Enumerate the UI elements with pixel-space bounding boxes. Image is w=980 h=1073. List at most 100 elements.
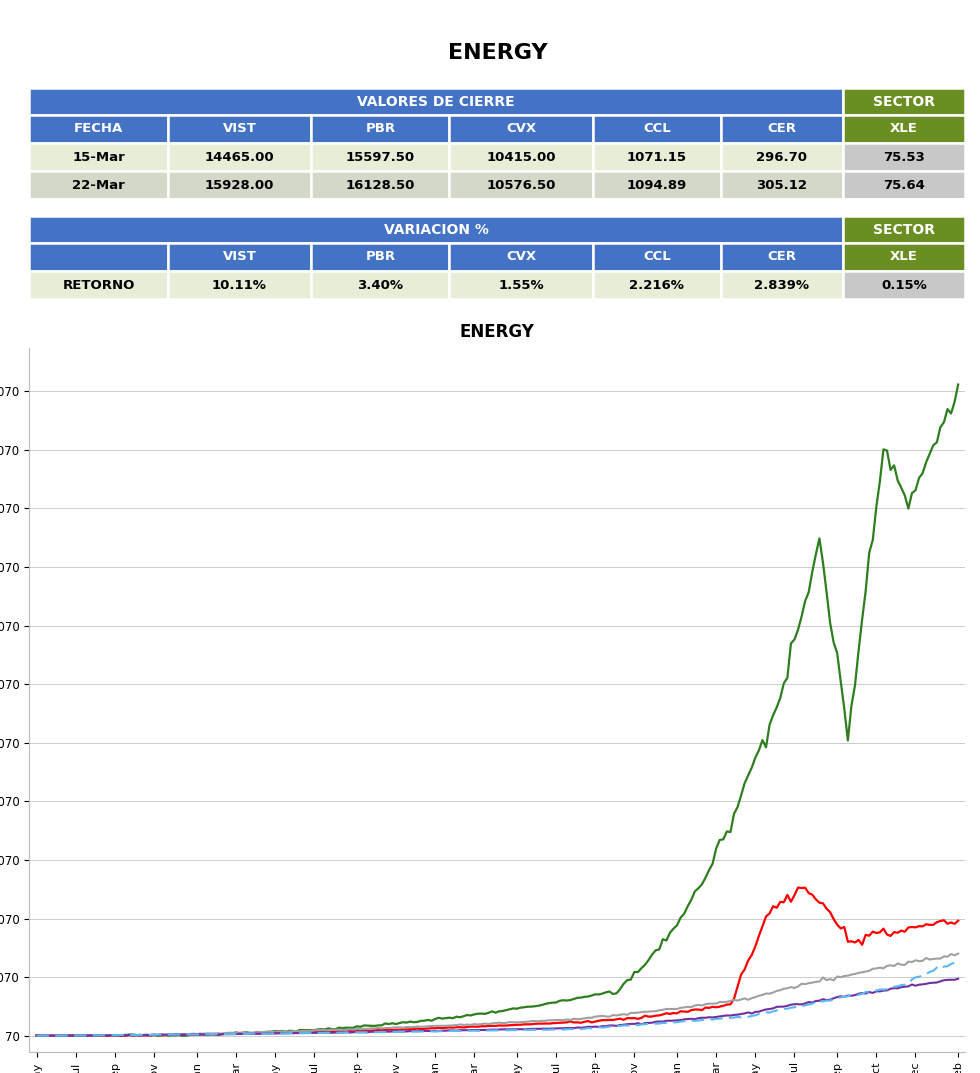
Line: VIST: VIST bbox=[36, 384, 958, 1035]
CCL bbox=[30, 1029, 42, 1042]
Bar bbox=[29, 172, 168, 200]
Text: VARIACION %: VARIACION % bbox=[384, 222, 489, 236]
Bar bbox=[168, 242, 312, 271]
Text: CCL: CCL bbox=[643, 250, 670, 264]
CCL bbox=[913, 979, 925, 991]
CVX bbox=[166, 1028, 177, 1041]
Text: 14465.00: 14465.00 bbox=[205, 150, 274, 163]
PBR bbox=[38, 1029, 50, 1042]
Bar bbox=[843, 242, 965, 271]
CER bbox=[166, 1028, 177, 1041]
Text: ENERGY: ENERGY bbox=[448, 43, 547, 63]
Text: FECHA: FECHA bbox=[74, 122, 123, 135]
CER bbox=[953, 956, 964, 969]
Line: CER: CER bbox=[36, 962, 958, 1035]
Text: SECTOR: SECTOR bbox=[873, 94, 935, 108]
Text: 10.11%: 10.11% bbox=[212, 279, 267, 292]
VIST bbox=[418, 1014, 430, 1027]
PBR bbox=[166, 1029, 177, 1042]
Text: PBR: PBR bbox=[366, 122, 395, 135]
CER bbox=[778, 1002, 790, 1015]
VIST bbox=[909, 484, 921, 497]
Bar bbox=[843, 172, 965, 200]
VIST bbox=[141, 1028, 153, 1041]
Text: 1.55%: 1.55% bbox=[499, 279, 544, 292]
Bar bbox=[720, 200, 843, 216]
Bar bbox=[720, 115, 843, 143]
Bar bbox=[312, 143, 450, 172]
Text: 75.53: 75.53 bbox=[883, 150, 925, 163]
Bar bbox=[29, 216, 843, 242]
CCL bbox=[778, 1000, 790, 1013]
Text: VALORES DE CIERRE: VALORES DE CIERRE bbox=[358, 94, 515, 108]
Bar bbox=[593, 200, 720, 216]
Bar bbox=[593, 172, 720, 200]
CVX bbox=[144, 1028, 156, 1041]
Bar bbox=[720, 271, 843, 299]
Text: PBR: PBR bbox=[366, 250, 395, 264]
Bar bbox=[843, 200, 965, 216]
Bar bbox=[843, 115, 965, 143]
CVX bbox=[418, 1020, 430, 1033]
CCL bbox=[144, 1029, 156, 1042]
Bar bbox=[29, 271, 168, 299]
CER bbox=[56, 1029, 68, 1042]
CVX bbox=[34, 1029, 46, 1042]
Title: ENERGY: ENERGY bbox=[460, 323, 535, 341]
Text: 75.64: 75.64 bbox=[883, 179, 925, 192]
Bar bbox=[168, 115, 312, 143]
Bar bbox=[29, 115, 168, 143]
CVX bbox=[953, 947, 964, 960]
PBR bbox=[953, 914, 964, 927]
Bar bbox=[168, 172, 312, 200]
CER bbox=[144, 1028, 156, 1041]
VIST bbox=[415, 1014, 426, 1027]
Bar bbox=[168, 143, 312, 172]
Line: CVX: CVX bbox=[36, 954, 958, 1035]
Bar bbox=[843, 271, 965, 299]
Text: CER: CER bbox=[767, 250, 797, 264]
Text: 305.12: 305.12 bbox=[757, 179, 808, 192]
VIST bbox=[953, 378, 964, 391]
CER bbox=[913, 970, 925, 983]
Bar bbox=[593, 143, 720, 172]
Text: 2.216%: 2.216% bbox=[629, 279, 684, 292]
Bar bbox=[312, 242, 450, 271]
PBR bbox=[916, 920, 928, 932]
PBR bbox=[778, 896, 790, 909]
Bar bbox=[720, 172, 843, 200]
PBR bbox=[30, 1029, 42, 1042]
CER bbox=[30, 1029, 42, 1042]
Text: 10415.00: 10415.00 bbox=[486, 150, 556, 163]
Text: 15-Mar: 15-Mar bbox=[73, 150, 124, 163]
Text: 15928.00: 15928.00 bbox=[205, 179, 274, 192]
Bar bbox=[593, 271, 720, 299]
Text: CER: CER bbox=[767, 122, 797, 135]
Bar bbox=[29, 200, 168, 216]
CCL bbox=[166, 1028, 177, 1041]
CCL bbox=[41, 1029, 53, 1042]
Bar bbox=[450, 143, 593, 172]
Text: CVX: CVX bbox=[507, 122, 536, 135]
Bar bbox=[312, 115, 450, 143]
Bar bbox=[312, 200, 450, 216]
CCL bbox=[953, 972, 964, 985]
Text: CCL: CCL bbox=[643, 122, 670, 135]
CCL bbox=[418, 1025, 430, 1038]
Text: 2.839%: 2.839% bbox=[755, 279, 809, 292]
VIST bbox=[30, 1029, 42, 1042]
CVX bbox=[778, 982, 790, 995]
PBR bbox=[792, 881, 804, 894]
Bar bbox=[29, 143, 168, 172]
CCL bbox=[422, 1025, 434, 1038]
Bar bbox=[450, 172, 593, 200]
Text: 15597.50: 15597.50 bbox=[346, 150, 415, 163]
PBR bbox=[418, 1023, 430, 1035]
Text: 1094.89: 1094.89 bbox=[627, 179, 687, 192]
Bar bbox=[720, 143, 843, 172]
Bar bbox=[450, 271, 593, 299]
Bar bbox=[29, 88, 843, 115]
Bar bbox=[450, 242, 593, 271]
Bar bbox=[843, 88, 965, 115]
PBR bbox=[144, 1029, 156, 1042]
